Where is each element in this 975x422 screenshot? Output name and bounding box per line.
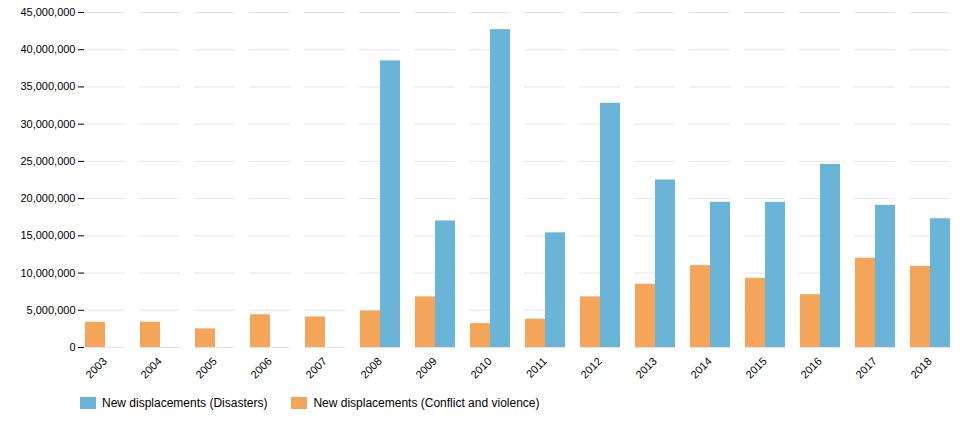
svg-text:25,000,000: 25,000,000 — [20, 155, 75, 167]
svg-text:2003: 2003 — [83, 355, 109, 381]
svg-text:45,000,000: 45,000,000 — [20, 6, 75, 18]
svg-text:30,000,000: 30,000,000 — [20, 118, 75, 130]
html-text:New displacements (Disasters): New displacements (Disasters) — [102, 396, 268, 410]
svg-text:35,000,000: 35,000,000 — [20, 80, 75, 92]
svg-text:2008: 2008 — [358, 355, 384, 381]
svg-text:2010: 2010 — [468, 355, 494, 381]
svg-text:2016: 2016 — [798, 355, 824, 381]
svg-text:2017: 2017 — [853, 355, 879, 381]
svg-text:2004: 2004 — [138, 355, 164, 381]
svg-text:15,000,000: 15,000,000 — [20, 229, 75, 241]
svg-text:2007: 2007 — [303, 355, 329, 381]
svg-text:20,000,000: 20,000,000 — [20, 192, 75, 204]
svg-text:2006: 2006 — [248, 355, 274, 381]
html-text:New displacements (Conflict an: New displacements (Conflict and violence… — [313, 396, 540, 410]
svg-text:2012: 2012 — [578, 355, 604, 381]
svg-text:2005: 2005 — [193, 355, 219, 381]
svg-text:2014: 2014 — [688, 355, 714, 381]
svg-text:2009: 2009 — [413, 355, 439, 381]
svg-text:2015: 2015 — [743, 355, 769, 381]
svg-text:5,000,000: 5,000,000 — [27, 304, 76, 316]
svg-text:40,000,000: 40,000,000 — [20, 43, 75, 55]
svg-text:10,000,000: 10,000,000 — [20, 267, 75, 279]
svg-text:0: 0 — [69, 341, 75, 353]
svg-text:2018: 2018 — [908, 355, 934, 381]
svg-text:2013: 2013 — [633, 355, 659, 381]
svg-text:2011: 2011 — [524, 355, 549, 380]
